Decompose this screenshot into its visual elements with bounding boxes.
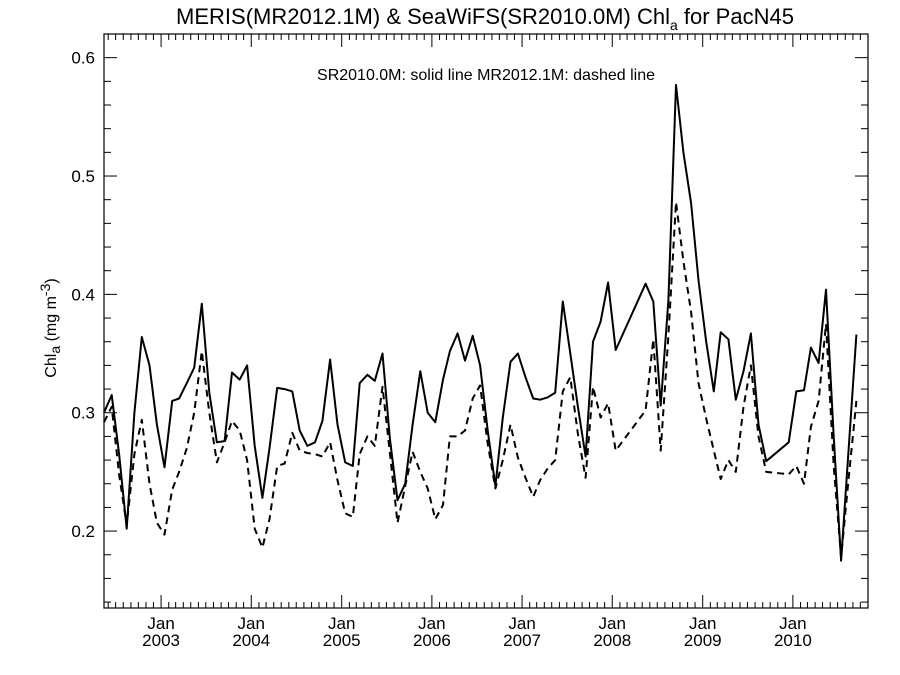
y-tick-label: 0.5: [71, 167, 95, 186]
x-tick-label-month: Jan: [147, 614, 174, 633]
chart-title-main: MERIS(MR2012.1M) & SeaWiFS(SR2010.0M) Ch…: [176, 4, 670, 29]
y-tick-label: 0.3: [71, 404, 95, 423]
y-tick-label: 0.4: [71, 285, 95, 304]
series-line-mr2012-1m: [103, 201, 858, 559]
legend-note: SR2010.0M: solid line MR2012.1M: dashed …: [317, 67, 655, 84]
x-tick-label-month: Jan: [328, 614, 355, 633]
x-tick-label-year: 2010: [774, 631, 812, 650]
x-tick-label-month: Jan: [689, 614, 716, 633]
x-tick-label-month: Jan: [238, 614, 265, 633]
x-tick-label-month: Jan: [599, 614, 626, 633]
plot-frame: [103, 33, 869, 609]
axis-tick-labels: 0.20.30.40.50.6Jan2003Jan2004Jan2005Jan2…: [71, 49, 811, 650]
x-tick-label-year: 2003: [142, 631, 180, 650]
x-tick-label-year: 2006: [413, 631, 451, 650]
x-tick-label-month: Jan: [418, 614, 445, 633]
series-lines: [103, 83, 858, 562]
y-axis-label-superscript: -3: [37, 283, 53, 296]
x-tick-label-year: 2004: [232, 631, 270, 650]
x-tick-label-month: Jan: [508, 614, 535, 633]
x-tick-label-year: 2005: [323, 631, 361, 650]
y-tick-label: 0.6: [71, 49, 95, 68]
x-tick-label-year: 2009: [684, 631, 722, 650]
y-tick-label: 0.2: [71, 522, 95, 541]
chart-title-subscript: a: [670, 17, 678, 33]
x-tick-label-year: 2007: [503, 631, 541, 650]
series-line-sr2010-0m: [103, 83, 858, 562]
chart-title: MERIS(MR2012.1M) & SeaWiFS(SR2010.0M) Ch…: [176, 4, 794, 33]
chart-title-suffix: for PacN45: [678, 4, 794, 29]
y-axis-label-subscript: a: [47, 346, 63, 354]
x-tick-label-month: Jan: [779, 614, 806, 633]
y-axis-label-main: Chl: [43, 354, 60, 378]
x-tick-label-year: 2008: [593, 631, 631, 650]
y-axis-label: Chla (mg m-3): [37, 278, 63, 377]
axis-ticks: [104, 33, 869, 608]
y-axis-label-close: ): [43, 278, 60, 283]
y-axis-label-unit: (mg m: [43, 296, 60, 346]
